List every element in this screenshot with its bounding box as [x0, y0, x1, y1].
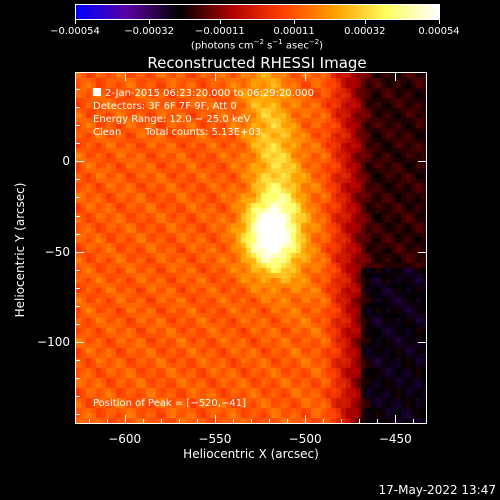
- y-minor-tick: [76, 179, 80, 181]
- x-tick-label: −500: [288, 432, 322, 446]
- y-minor-tick: [76, 197, 80, 199]
- x-minor-tick: [287, 419, 289, 423]
- y-minor-tick: [76, 323, 80, 325]
- y-tick: [76, 161, 84, 163]
- colorbar-tick-label: −0.00032: [124, 26, 175, 37]
- colorbar-tick-label: 0.00011: [273, 26, 315, 37]
- x-minor-tick: [232, 419, 234, 423]
- y-tick-label: −50: [44, 244, 70, 259]
- colorbar: [75, 4, 440, 20]
- x-minor-tick: [251, 419, 252, 423]
- x-minor-tick: [341, 419, 343, 423]
- colorbar-units: (photons cm−2 s−1 asec−2): [190, 38, 324, 52]
- annotation-time: 2-Jan-2015 06:23:20.000 to 06:29:20.000: [93, 88, 314, 99]
- x-tick: [214, 415, 216, 423]
- x-tick: [395, 415, 397, 423]
- x-minor-tick: [196, 419, 198, 423]
- y-minor-tick: [76, 287, 80, 289]
- y-minor-tick: [76, 107, 80, 109]
- y-minor-tick: [76, 359, 80, 361]
- x-tick-label: −600: [108, 432, 142, 446]
- x-minor-tick: [178, 419, 180, 423]
- y-minor-tick: [76, 395, 80, 397]
- colorbar-tick-label: 0.00054: [418, 26, 460, 37]
- x-minor-tick: [160, 419, 162, 423]
- x-minor-tick: [359, 419, 361, 423]
- x-minor-tick: [269, 419, 271, 423]
- x-minor-tick: [106, 419, 108, 423]
- y-tick-right: [418, 161, 426, 163]
- colorbar-tick: [219, 20, 221, 24]
- x-minor-tick: [88, 419, 90, 423]
- colorbar-tick: [364, 20, 366, 24]
- x-tick-top: [124, 73, 126, 81]
- y-minor-tick: [76, 233, 80, 235]
- y-minor-tick: [76, 269, 80, 271]
- colorbar-tick: [149, 20, 151, 24]
- annotation-detectors: Detectors: 3F 6F 7F 9F, Att 0: [93, 101, 237, 112]
- annotation-method: Clean: [93, 127, 122, 138]
- colorbar-tick-label: −0.00011: [195, 26, 245, 37]
- plot-frame: [75, 72, 427, 424]
- y-tick-label: 0: [62, 154, 70, 169]
- x-tick-top: [214, 73, 216, 81]
- y-minor-tick: [76, 305, 80, 307]
- colorbar-tick: [439, 20, 440, 24]
- y-minor-tick: [76, 89, 80, 91]
- x-minor-tick: [142, 419, 144, 423]
- y-minor-tick: [76, 377, 80, 379]
- annotation-peak: Position of Peak = [−520,−41]: [93, 398, 246, 409]
- heatmap-image: [76, 73, 426, 423]
- annotation-counts: Total counts: 5.13E+03: [145, 127, 262, 138]
- colorbar-tick-label: −0.00054: [50, 26, 100, 37]
- x-tick-label: −550: [198, 432, 232, 446]
- y-tick-label: −100: [37, 334, 70, 349]
- annotation-energy: Energy Range: 12.0 − 25.0 keV: [93, 114, 251, 125]
- colorbar-tick: [75, 20, 76, 24]
- timestamp: 17-May-2022 13:47: [378, 483, 496, 497]
- y-tick-right: [418, 341, 426, 343]
- x-tick: [124, 415, 126, 423]
- x-tick-top: [305, 73, 307, 81]
- y-minor-tick: [76, 215, 80, 217]
- x-minor-tick: [413, 419, 415, 423]
- y-axis-label: Heliocentric Y (arcsec): [13, 182, 27, 318]
- x-axis-label: Heliocentric X (arcsec): [183, 447, 319, 461]
- x-tick-label: −450: [378, 432, 412, 446]
- x-tick-top: [395, 73, 397, 81]
- colorbar-tick-label: 0.00032: [344, 26, 386, 37]
- y-tick: [76, 341, 84, 343]
- y-tick-right: [418, 251, 426, 253]
- y-minor-tick: [76, 143, 80, 145]
- legend-swatch: [93, 88, 101, 96]
- x-tick: [305, 415, 307, 423]
- x-minor-tick: [323, 419, 325, 423]
- y-tick: [76, 251, 84, 253]
- chart-title: Reconstructed RHESSI Image: [147, 54, 367, 72]
- colorbar-tick: [294, 20, 296, 24]
- y-minor-tick: [76, 125, 80, 127]
- x-minor-tick: [377, 419, 379, 423]
- y-minor-tick: [76, 413, 80, 415]
